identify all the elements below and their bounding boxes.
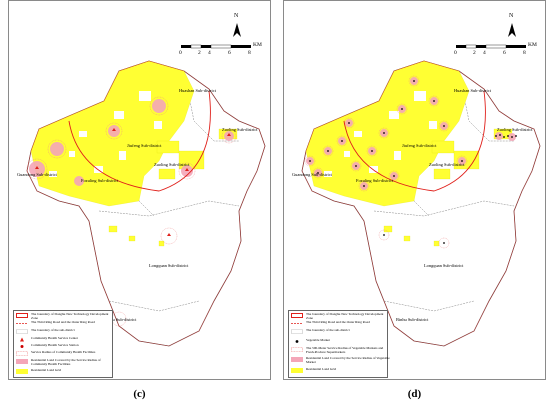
panel-caption: (c) — [133, 388, 146, 400]
ring-road-swatch — [16, 323, 28, 324]
scale-tick: 6 — [228, 50, 231, 56]
district-label-zuoling-2: Zuoling Sub-district — [154, 162, 190, 167]
map-panel-d: N 0 2 4 6 8 KM Huashan Sub-district Zuol… — [283, 0, 548, 413]
map-frame: N 0 2 4 6 8 KM Huashan Sub-district Zuol… — [8, 0, 271, 380]
covered-residential-land — [29, 99, 234, 186]
vegetable-market-icon — [295, 340, 299, 343]
development-zone-boundary — [301, 60, 541, 347]
map-canvas — [301, 23, 541, 347]
zone-boundary-swatch — [291, 313, 303, 318]
scale-unit: KM — [253, 42, 262, 48]
district-label-huashan: Huashan Sub-district — [454, 88, 491, 93]
district-label-guandong: Guandong Sub-district — [292, 172, 332, 177]
subdistrict-boundary-swatch — [16, 329, 28, 334]
residential-grid-swatch — [16, 369, 28, 374]
map-frame: N 0 2 4 6 8 KM Huashan Sub-district Zuol… — [283, 0, 546, 380]
north-label: N — [509, 13, 514, 19]
vegetable-markets — [309, 80, 517, 244]
district-label-zuoling-2: Zuoling Sub-district — [429, 162, 465, 167]
panel-caption: (d) — [407, 388, 422, 400]
health-service-centers — [35, 128, 231, 236]
scale-tick: 8 — [523, 50, 526, 56]
district-label-binhu: Binhu Sub-district — [396, 317, 429, 322]
service-radius-swatch — [16, 351, 28, 356]
scale-tick: 2 — [198, 50, 201, 56]
district-label-zuoling: Zuoling Sub-district — [497, 127, 533, 132]
scale-unit: KM — [528, 42, 537, 48]
map-panel-c: N 0 2 4 6 8 KM Huashan Sub-district Zuol… — [8, 0, 273, 413]
scale-tick: 0 — [454, 50, 457, 56]
scale-tick: 4 — [208, 50, 211, 56]
subdistrict-boundary-swatch — [291, 329, 303, 334]
third-ring-road — [343, 90, 486, 192]
service-radius-swatch — [291, 347, 303, 352]
north-label: N — [234, 13, 239, 19]
ring-road-swatch — [291, 323, 303, 324]
north-arrow-icon — [233, 23, 241, 37]
scale-tick: 8 — [248, 50, 251, 56]
scale-bar — [456, 44, 526, 49]
scale-tick: 6 — [503, 50, 506, 56]
scale-tick: 4 — [483, 50, 486, 56]
health-station-icon — [20, 345, 24, 348]
district-label-fozuling: Fozuling Sub-district — [81, 178, 119, 183]
covered-land-swatch — [16, 359, 28, 364]
map-legend: The boundary of Donghu New Technology De… — [288, 310, 390, 378]
third-ring-road — [68, 90, 211, 192]
scale-tick: 2 — [473, 50, 476, 56]
district-label-jiufeng: Jiufeng Sub-district — [402, 143, 437, 148]
district-label-zuoling: Zuoling Sub-district — [222, 127, 258, 132]
map-canvas — [26, 23, 266, 347]
map-legend: The boundary of Donghu New Technology De… — [13, 310, 113, 378]
district-label-jiufeng: Jiufeng Sub-district — [127, 143, 162, 148]
covered-land-swatch — [291, 357, 303, 362]
north-arrow-icon — [508, 23, 516, 37]
scale-bar — [181, 44, 251, 49]
district-label-longquan: Longquan Sub-district — [424, 263, 464, 268]
zone-boundary-swatch — [16, 313, 28, 318]
scale-tick: 0 — [179, 50, 182, 56]
service-radius-circles — [26, 96, 237, 327]
district-label-fozuling: Fozuling Sub-district — [356, 178, 394, 183]
development-zone-boundary — [26, 60, 266, 347]
district-label-binhu: Binhu Sub-district — [104, 317, 137, 322]
district-label-guandong: Guandong Sub-district — [17, 172, 57, 177]
service-radius-circles — [304, 75, 468, 249]
district-label-huashan: Huashan Sub-district — [179, 88, 216, 93]
residential-grid-swatch — [291, 368, 303, 373]
health-center-icon — [20, 337, 24, 342]
district-label-longquan: Longquan Sub-district — [149, 263, 189, 268]
